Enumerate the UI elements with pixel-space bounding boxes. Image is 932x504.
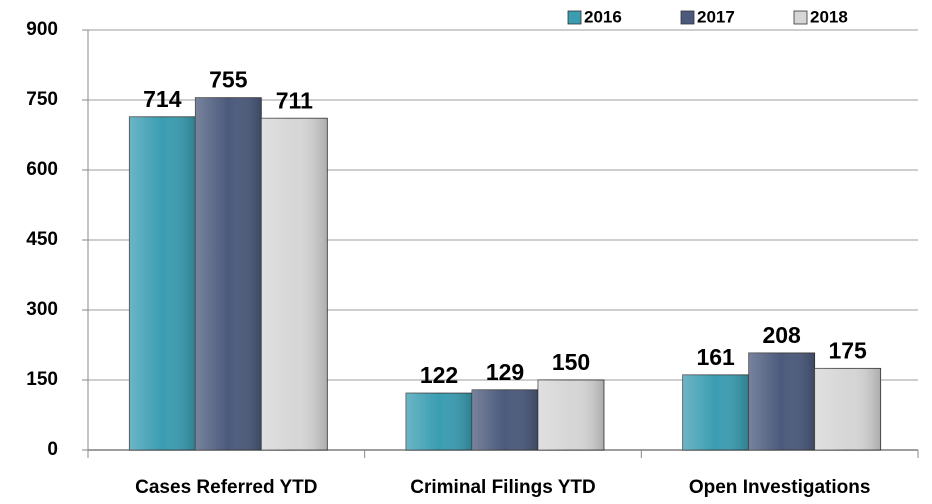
x-tick-label: Open Investigations	[689, 477, 871, 498]
bar-shade	[129, 116, 196, 451]
value-label: 714	[143, 86, 182, 112]
legend-label: 2017	[697, 7, 735, 26]
value-label: 175	[828, 337, 867, 363]
legend-swatch	[567, 10, 582, 25]
bar-shade	[748, 352, 815, 450]
legend-label: 2016	[584, 7, 622, 26]
y-tick-label: 0	[47, 439, 58, 460]
bar-shade	[261, 118, 328, 450]
y-tick-label: 750	[26, 89, 58, 110]
value-label: 711	[276, 87, 313, 113]
value-label: 208	[762, 322, 801, 348]
bar-shade	[682, 374, 749, 450]
y-tick-label: 450	[26, 229, 58, 250]
x-tick-label: Cases Referred YTD	[135, 477, 317, 498]
bar-shade	[814, 368, 881, 450]
y-tick-label: 150	[26, 369, 58, 390]
legend-label: 2018	[810, 7, 848, 26]
y-tick-label: 600	[26, 159, 58, 180]
y-tick-label: 300	[26, 299, 58, 320]
value-label: 122	[420, 362, 458, 388]
value-label: 755	[209, 67, 248, 93]
y-tick-label: 900	[26, 19, 58, 40]
legend-swatch	[680, 10, 695, 25]
x-tick-label: Criminal Filings YTD	[410, 477, 595, 498]
value-label: 129	[486, 359, 524, 385]
bar-shade	[406, 393, 472, 450]
bar-shade	[472, 389, 538, 450]
bar-shade	[538, 380, 604, 450]
value-label: 161	[696, 344, 735, 370]
value-label: 150	[552, 349, 590, 375]
bar-shade	[195, 97, 262, 451]
legend-swatch	[793, 10, 808, 25]
